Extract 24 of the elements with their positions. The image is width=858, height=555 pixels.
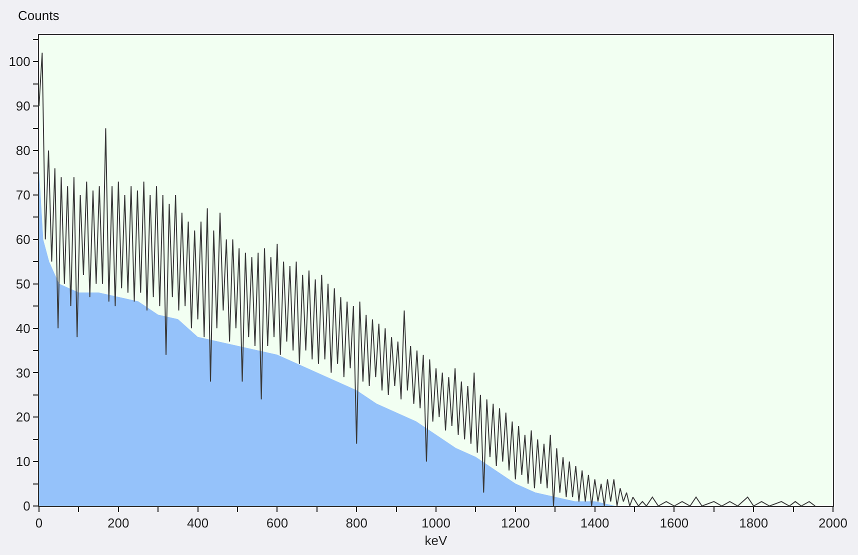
x-tick-label: 800 [346,516,368,531]
y-tick-label: 30 [16,365,30,380]
x-tick-label: 1800 [739,516,768,531]
y-axis-title: Counts [18,8,60,23]
x-tick-label: 1400 [580,516,610,531]
y-tick-label: 40 [16,320,30,336]
x-tick-label: 1200 [500,516,530,531]
y-tick-label: 50 [16,276,30,292]
x-tick-label: 0 [35,516,43,531]
y-tick-label: 10 [16,454,30,470]
y-tick-label: 60 [16,232,30,247]
y-tick-label: 70 [16,188,30,203]
y-tick-label: 0 [23,498,30,514]
x-tick-label: 1000 [422,516,450,531]
y-tick-label: 90 [16,98,30,114]
x-tick-label: 400 [186,516,209,531]
x-tick-label: 2000 [818,516,848,531]
y-tick-label: 20 [16,410,30,425]
y-tick-label: 100 [8,54,30,70]
x-tick-label: 600 [266,516,288,531]
x-tick-label: 200 [108,516,130,531]
y-tick-label: 80 [16,143,30,158]
x-axis-title: keV [424,533,448,548]
x-tick-label: 1600 [660,516,689,531]
